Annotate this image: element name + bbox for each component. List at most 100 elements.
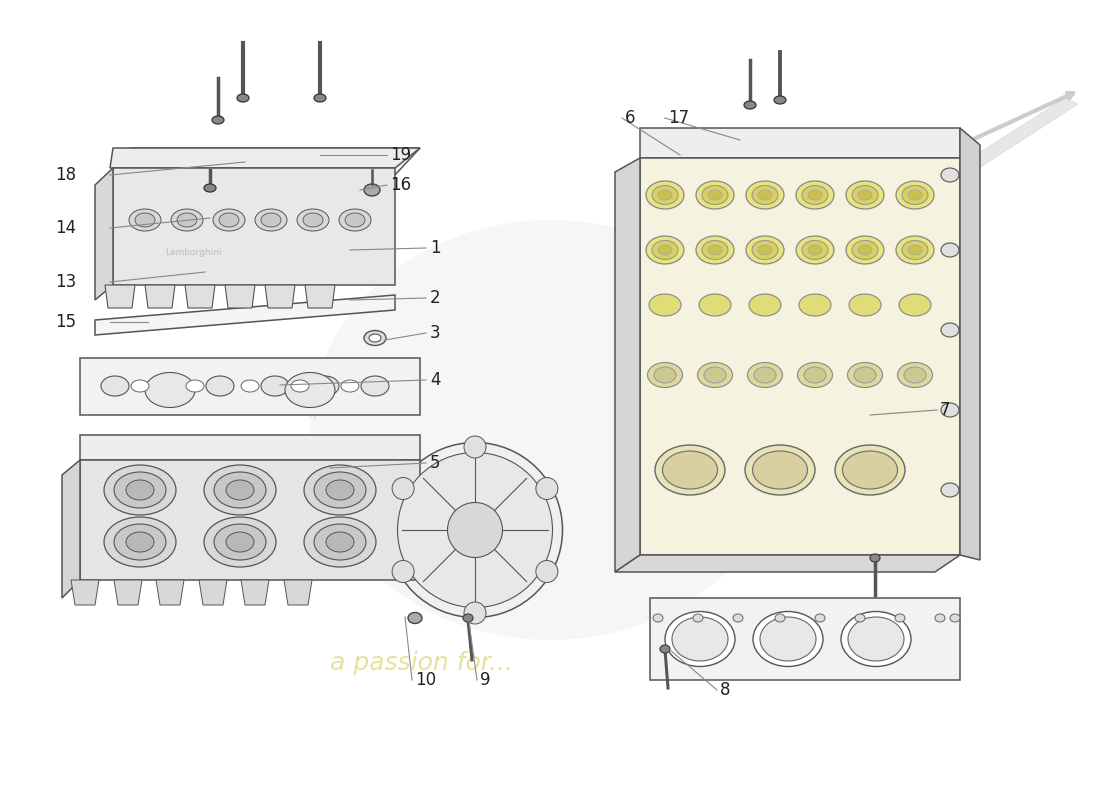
Ellipse shape [126,532,154,552]
Ellipse shape [940,403,959,417]
Ellipse shape [704,367,726,383]
Ellipse shape [186,380,204,392]
Text: 5: 5 [430,454,440,472]
Ellipse shape [653,614,663,622]
Ellipse shape [696,181,734,209]
Ellipse shape [236,94,249,102]
Ellipse shape [652,186,678,205]
Ellipse shape [255,209,287,231]
Ellipse shape [213,209,245,231]
Ellipse shape [808,245,822,255]
Polygon shape [960,98,1078,172]
Polygon shape [199,580,227,605]
Ellipse shape [339,209,371,231]
Polygon shape [265,285,295,308]
Ellipse shape [940,323,959,337]
Ellipse shape [104,517,176,567]
Ellipse shape [387,442,562,618]
Ellipse shape [660,645,670,653]
Ellipse shape [895,614,905,622]
Text: Lamborghini: Lamborghini [210,372,322,424]
Polygon shape [80,460,420,580]
Ellipse shape [314,524,366,560]
Text: 2: 2 [430,289,441,307]
Ellipse shape [799,294,830,316]
Ellipse shape [904,367,926,383]
Ellipse shape [745,445,815,495]
Ellipse shape [758,245,772,255]
Ellipse shape [854,367,876,383]
Ellipse shape [802,241,828,259]
Ellipse shape [285,373,336,407]
Ellipse shape [902,186,928,205]
Polygon shape [104,285,135,308]
Ellipse shape [304,465,376,515]
Ellipse shape [536,478,558,499]
Ellipse shape [697,362,733,387]
Text: 7: 7 [940,401,950,419]
Text: 19: 19 [390,146,411,164]
Ellipse shape [392,478,414,499]
Ellipse shape [908,190,922,200]
Polygon shape [110,148,420,168]
Ellipse shape [364,184,380,196]
Ellipse shape [646,236,684,264]
Polygon shape [95,168,113,300]
Ellipse shape [804,367,826,383]
Ellipse shape [345,213,365,227]
Ellipse shape [776,614,785,622]
Ellipse shape [463,614,473,622]
Ellipse shape [858,190,872,200]
Ellipse shape [672,617,728,661]
Ellipse shape [314,472,366,508]
Ellipse shape [131,380,149,392]
Ellipse shape [752,186,778,205]
Ellipse shape [648,362,682,387]
Ellipse shape [129,209,161,231]
Ellipse shape [392,561,414,582]
Ellipse shape [145,373,195,407]
Text: 17: 17 [668,109,689,127]
Ellipse shape [746,236,784,264]
Ellipse shape [693,614,703,622]
Polygon shape [650,598,960,680]
Text: 3: 3 [430,324,441,342]
Ellipse shape [774,96,786,104]
Ellipse shape [326,480,354,500]
Ellipse shape [702,241,728,259]
Ellipse shape [114,524,166,560]
Ellipse shape [654,367,676,383]
Ellipse shape [852,241,878,259]
Polygon shape [640,128,960,158]
Ellipse shape [849,294,881,316]
Text: 13: 13 [55,273,76,291]
Ellipse shape [698,294,732,316]
Ellipse shape [311,376,339,396]
Ellipse shape [802,186,828,205]
Ellipse shape [848,617,904,661]
Polygon shape [284,580,312,605]
Ellipse shape [341,380,359,392]
Polygon shape [960,128,980,560]
Polygon shape [640,158,960,555]
Ellipse shape [241,380,258,392]
Ellipse shape [114,472,166,508]
Ellipse shape [758,190,772,200]
Ellipse shape [846,236,884,264]
Text: 14: 14 [55,219,76,237]
Ellipse shape [908,245,922,255]
Ellipse shape [464,602,486,624]
Polygon shape [80,435,420,460]
Ellipse shape [752,241,778,259]
Ellipse shape [898,362,933,387]
Ellipse shape [310,220,790,640]
Polygon shape [80,358,420,415]
Ellipse shape [746,181,784,209]
Ellipse shape [702,186,728,205]
Ellipse shape [226,532,254,552]
Ellipse shape [666,611,735,666]
Ellipse shape [314,94,326,102]
Ellipse shape [733,614,742,622]
Polygon shape [185,285,214,308]
Ellipse shape [214,524,266,560]
